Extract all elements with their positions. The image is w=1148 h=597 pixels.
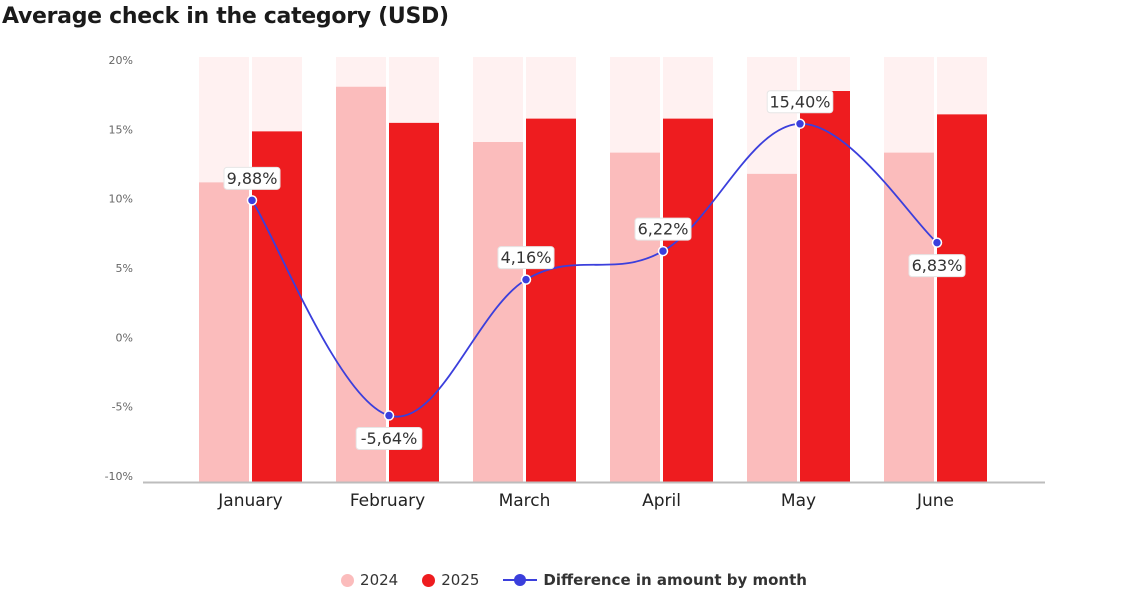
chart-svg: 20% 15% 10% 5% 0% -5% -10% January February March… <box>105 54 1045 511</box>
legend-item-difference: Difference in amount by month <box>503 571 807 589</box>
x-category-label: June <box>916 491 954 511</box>
bar-2024 <box>747 173 797 482</box>
legend-item-2025: 2025 <box>422 571 479 589</box>
bar-2024 <box>884 152 934 482</box>
data-label-box <box>223 166 281 190</box>
x-category-label: March <box>499 491 551 511</box>
bar-2024 <box>336 86 386 482</box>
data-label: 4,16% <box>501 248 552 267</box>
y-tick-label: 15% <box>109 123 133 136</box>
y-tick-label: -5% <box>112 401 133 414</box>
data-label: 9,88% <box>227 169 278 188</box>
difference-line <box>251 122 938 418</box>
chart-title: Average check in the category (USD) <box>2 4 449 29</box>
bar-2025 <box>526 118 576 482</box>
bar-2025 <box>663 118 713 482</box>
legend-item-2024: 2024 <box>341 571 398 589</box>
legend-label-2024: 2024 <box>360 571 399 589</box>
data-label: 6,83% <box>912 256 963 275</box>
y-tick-label: -10% <box>105 470 133 483</box>
y-tick-label: 20% <box>109 54 133 67</box>
difference-point <box>931 237 943 248</box>
legend-swatch-2024 <box>341 573 355 587</box>
difference-point <box>794 118 806 130</box>
difference-point <box>246 195 258 206</box>
bar-2025 <box>389 122 439 482</box>
bar-2024 <box>199 182 249 482</box>
bar-2024 <box>473 142 523 482</box>
x-category-label: May <box>781 491 816 511</box>
difference-point <box>520 274 532 285</box>
bar-2025 <box>800 91 850 482</box>
difference-point <box>657 245 669 257</box>
x-category-label: February <box>350 491 425 511</box>
bar-2024 <box>610 152 660 482</box>
data-label-box <box>634 217 692 241</box>
y-tick-label: 0% <box>116 331 133 344</box>
y-tick-label: 10% <box>109 193 133 206</box>
difference-point <box>383 410 395 421</box>
x-category-label: January <box>217 491 282 511</box>
bar-2025 <box>937 114 987 482</box>
data-label-box <box>766 90 834 114</box>
data-label: 6,22% <box>638 220 689 239</box>
y-tick-label: 5% <box>116 262 133 275</box>
legend-swatch-2025 <box>422 573 436 587</box>
data-label: -5,64% <box>361 429 418 448</box>
legend-label-difference: Difference in amount by month <box>543 571 807 589</box>
chart-legend: 2024 2025 Difference in amount by month <box>0 571 1148 589</box>
legend-swatch-difference <box>503 574 538 586</box>
data-label-box <box>497 246 555 270</box>
data-label-box <box>355 427 423 451</box>
data-label: 15,40% <box>769 92 830 111</box>
x-category-label: April <box>642 491 681 511</box>
data-label-box <box>908 254 966 278</box>
legend-label-2025: 2025 <box>441 571 480 589</box>
